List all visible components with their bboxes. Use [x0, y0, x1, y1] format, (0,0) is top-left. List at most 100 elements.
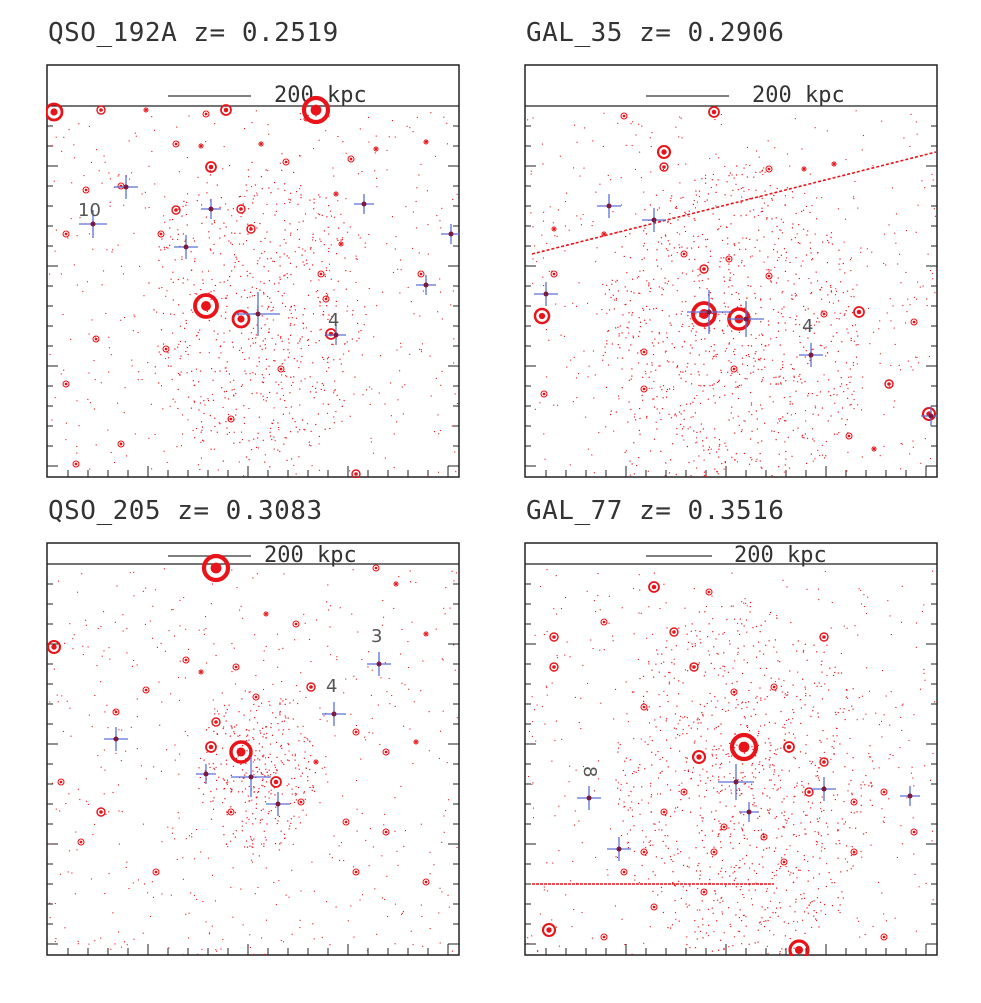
noise-dot	[776, 187, 778, 190]
noise-dot	[634, 413, 636, 415]
noise-dot	[324, 766, 326, 768]
noise-dot	[356, 340, 358, 342]
noise-dot	[832, 302, 834, 304]
noise-dot	[664, 277, 666, 279]
noise-dot	[371, 717, 373, 719]
noise-dot	[676, 252, 678, 254]
noise-dot	[216, 788, 218, 790]
galaxy-source	[342, 818, 350, 826]
noise-dot	[413, 701, 415, 703]
noise-dot	[207, 270, 210, 272]
noise-dot	[206, 729, 208, 731]
galaxy-source	[351, 469, 361, 478]
noise-dot	[182, 282, 184, 284]
noise-dot	[222, 460, 224, 462]
noise-dot	[818, 321, 820, 323]
noise-dot	[286, 785, 288, 787]
noise-dot	[663, 583, 665, 585]
noise-dot	[688, 258, 690, 261]
noise-dot	[837, 370, 839, 372]
noise-dot	[638, 362, 640, 364]
noise-dot	[112, 249, 114, 251]
noise-dot	[761, 210, 764, 212]
noise-dot	[373, 336, 375, 338]
noise-dot	[290, 334, 292, 337]
noise-dot	[619, 743, 621, 746]
noise-dot	[734, 805, 736, 807]
noise-dot	[734, 459, 736, 461]
galaxy-core	[602, 232, 606, 236]
noise-dot	[638, 429, 641, 431]
noise-dot	[821, 842, 823, 845]
noise-dot	[283, 763, 285, 765]
noise-dot	[736, 744, 738, 746]
noise-dot	[781, 308, 783, 310]
noise-dot	[651, 764, 653, 766]
noise-dot	[340, 213, 342, 215]
noise-dot	[313, 790, 316, 793]
noise-dot	[144, 207, 146, 209]
noise-dot	[779, 953, 781, 955]
noise-dot	[275, 210, 277, 212]
noise-dot	[787, 153, 789, 155]
noise-dot	[355, 281, 357, 283]
noise-dot	[583, 350, 585, 352]
noise-dot	[670, 197, 672, 199]
noise-dot	[561, 738, 563, 740]
noise-dot	[768, 812, 770, 814]
noise-dot	[737, 371, 739, 373]
noise-dot	[364, 306, 366, 308]
noise-dot	[333, 175, 335, 177]
noise-dot	[82, 290, 84, 293]
noise-dot	[200, 431, 202, 433]
noise-dot	[848, 306, 850, 308]
noise-dot	[738, 916, 741, 919]
noise-dot	[721, 896, 723, 898]
noise-dot	[251, 161, 253, 164]
noise-dot	[916, 356, 918, 359]
noise-dot	[827, 239, 829, 242]
noise-dot	[869, 745, 871, 747]
noise-dot	[441, 891, 443, 893]
noise-dot	[404, 384, 406, 386]
noise-dot	[931, 272, 933, 275]
noise-dot	[55, 808, 57, 810]
galaxy-source	[921, 406, 937, 422]
noise-dot	[249, 800, 251, 802]
noise-dot	[696, 467, 698, 469]
noise-dot	[256, 324, 258, 326]
noise-dot	[736, 306, 739, 308]
noise-dot	[686, 865, 689, 867]
noise-dot	[110, 451, 112, 454]
field-image: 200 kpc 10 4	[46, 64, 460, 478]
noise-dot	[202, 801, 204, 804]
noise-dot	[687, 648, 689, 650]
noise-dot	[796, 921, 799, 923]
galaxy-core	[822, 312, 826, 316]
noise-dot	[782, 377, 785, 379]
noise-dot	[764, 909, 766, 911]
noise-dot	[783, 248, 786, 250]
noise-dot	[400, 785, 402, 787]
noise-dot	[780, 218, 782, 220]
noise-dot	[560, 608, 563, 610]
noise-dot	[746, 378, 748, 380]
noise-dot	[188, 912, 190, 914]
noise-dot	[542, 257, 545, 259]
noise-dot	[736, 789, 738, 791]
noise-dot	[625, 757, 627, 759]
noise-dot	[200, 757, 202, 760]
noise-dot	[221, 692, 223, 694]
noise-dot	[862, 134, 864, 137]
noise-dot	[408, 688, 410, 690]
galaxy-source	[282, 158, 290, 166]
noise-dot	[592, 647, 594, 650]
noise-dot	[240, 296, 243, 298]
noise-dot	[82, 645, 84, 647]
noise-dot	[850, 854, 853, 857]
noise-dot	[394, 705, 396, 707]
noise-dot	[777, 422, 779, 424]
noise-dot	[844, 272, 846, 274]
noise-dot	[171, 218, 174, 221]
noise-dot	[232, 867, 234, 869]
